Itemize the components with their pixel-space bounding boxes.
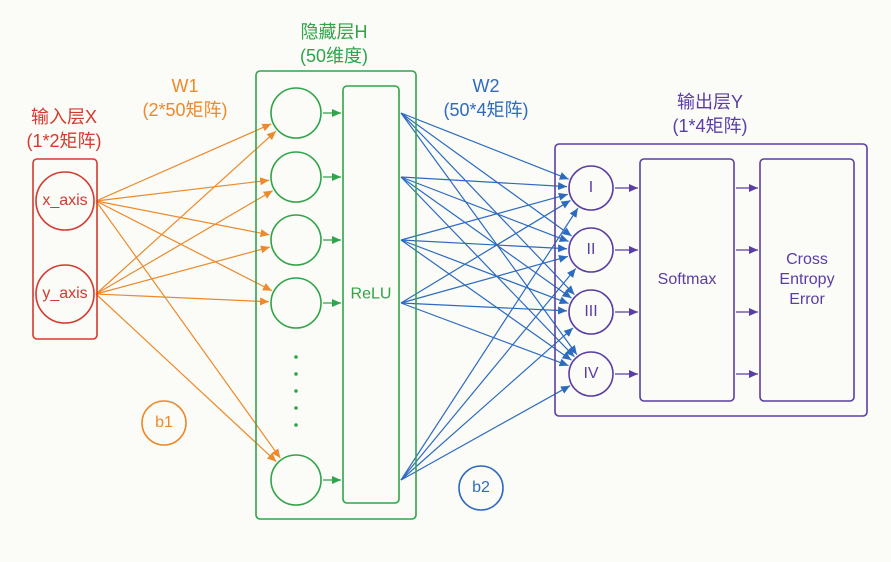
w2-title-1: W2	[473, 76, 500, 96]
layer-boxes	[33, 71, 867, 519]
edges-hidden-to-output	[401, 113, 578, 480]
b1-label: b1	[155, 414, 173, 431]
output-title-1: 输出层Y	[677, 92, 743, 112]
input-title-2: (1*2矩阵)	[26, 131, 101, 151]
softmax-label: Softmax	[658, 271, 717, 288]
hidden-title-1: 隐藏层H	[301, 22, 368, 42]
labels: x_axisy_axis输入层X(1*2矩阵)ReLU隐藏层H(50维度)III…	[26, 22, 834, 496]
hidden-ellipsis-dot	[294, 389, 298, 393]
w1-title-2: (2*50矩阵)	[142, 100, 227, 120]
hidden-node-2	[271, 215, 321, 265]
w2-title-2: (50*4矩阵)	[443, 100, 528, 120]
edges-hidden-to-relu	[323, 113, 341, 480]
input-node-label-1: y_axis	[42, 285, 87, 302]
input-title-1: 输入层X	[31, 107, 97, 127]
hidden-ellipsis-dot	[294, 372, 298, 376]
output-node-label-1: II	[587, 241, 596, 258]
w1-title-1: W1	[172, 76, 199, 96]
hidden-ellipsis-dot	[294, 423, 298, 427]
output-node-label-3: IV	[583, 365, 598, 382]
hidden-ellipsis-dot	[294, 406, 298, 410]
output-node-label-0: I	[589, 179, 593, 196]
hidden-node-1	[271, 152, 321, 202]
b2-label: b2	[472, 479, 490, 496]
input-node-label-0: x_axis	[42, 192, 87, 209]
hidden-node-4	[271, 455, 321, 505]
hidden-title-2: (50维度)	[300, 46, 368, 66]
hidden-layer-box	[256, 71, 416, 519]
hidden-node-0	[271, 88, 321, 138]
layer-nodes	[36, 88, 613, 510]
hidden-node-3	[271, 278, 321, 328]
relu-label: ReLU	[351, 286, 392, 303]
ce-label-1: Cross	[786, 251, 828, 268]
hidden-ellipsis-dot	[294, 355, 298, 359]
output-title-2: (1*4矩阵)	[672, 116, 747, 136]
edges-input-to-hidden	[96, 124, 280, 462]
output-node-label-2: III	[584, 303, 597, 320]
ce-label-3: Error	[789, 291, 825, 308]
ce-label-2: Entropy	[779, 271, 834, 288]
